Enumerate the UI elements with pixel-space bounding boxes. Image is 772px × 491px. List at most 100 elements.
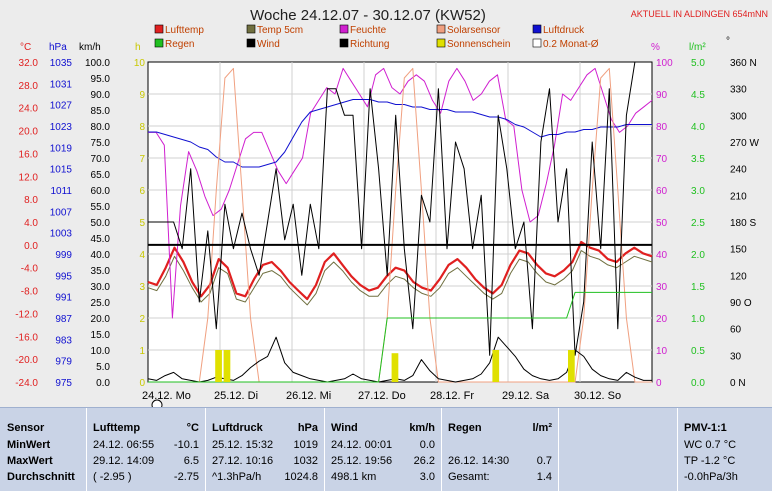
direction-tick-label: 30 — [730, 351, 742, 362]
legend: Lufttemp Temp 5cm Feuchte Solarsensor Luftdr… — [154, 24, 599, 50]
temp-tick-label: -16.0 — [15, 332, 38, 343]
series-layer — [147, 61, 653, 383]
luftdruck-line — [148, 99, 652, 168]
wind-avg-value: 3.0 — [419, 471, 435, 483]
luftdruck-trend: ^1.3hPa/h — [212, 471, 262, 483]
pressure-tick-label: 999 — [55, 250, 72, 261]
rain-tick-label: 0.0 — [691, 378, 705, 389]
unit-temp: °C — [20, 42, 31, 53]
pmv-dewpoint: TP -1.2 °C — [684, 455, 736, 467]
direction-tick-label: 120 — [730, 271, 747, 282]
legend-label: Lufttemp — [165, 25, 204, 36]
sun-tick-label: 4 — [139, 250, 145, 261]
temp-tick-label: -8.0 — [21, 287, 39, 298]
wind-tick-label: 55.0 — [91, 202, 111, 213]
sun-tick-label: 9 — [139, 90, 145, 101]
lufttemp-max-time: 29.12. 14:09 — [93, 455, 155, 467]
header-sensor: Sensor — [7, 422, 45, 434]
header-luftdruck: Luftdruck — [212, 422, 263, 434]
unit-regen: l/m² — [532, 422, 552, 434]
lufttemp-min-time: 24.12. 06:55 — [93, 439, 155, 451]
x-axis-labels: 24.12. Mo 25.12. Di 26.12. Mi 27.12. Do 28.1… — [142, 390, 621, 402]
row-label-max: MaxWert — [7, 455, 53, 467]
header-pmv: PMV-1:1 — [684, 422, 727, 434]
humidity-tick-label: 10 — [656, 346, 668, 357]
pressure-tick-label: 1003 — [50, 229, 73, 240]
sun-tick-label: 10 — [134, 58, 146, 69]
wind-min-value: 0.0 — [419, 439, 435, 451]
station-note: AKTUELL IN ALDINGEN 654mNN — [631, 9, 768, 19]
temp-tick-label: 24.0 — [19, 104, 39, 115]
luftdruck-min-time: 25.12. 15:32 — [212, 439, 274, 451]
sun-tick-label: 5 — [139, 218, 145, 229]
direction-tick-label: 240 — [730, 165, 747, 176]
col-wind: Wind km/h 24.12. 00:01 0.0 25.12. 19:56 … — [325, 408, 442, 491]
wind-tick-label: 90.0 — [91, 90, 111, 101]
rain-tick-label: 5.0 — [691, 58, 705, 69]
pressure-tick-label: 1035 — [50, 58, 73, 69]
direction-tick-label: 300 — [730, 111, 747, 122]
legend-label: 0.2 Monat-Ø — [543, 39, 599, 50]
pmv-pressure-trend: -0.0hPa/3h — [684, 471, 738, 483]
pressure-tick-label: 1027 — [50, 101, 73, 112]
header-regen: Regen — [448, 422, 482, 434]
wind-max-value: 26.2 — [413, 455, 435, 467]
x-tick-label: 29.12. Sa — [502, 390, 550, 402]
axes: 32.028.024.020.016.012.08.04.00.0-4.0-8.… — [15, 58, 759, 389]
legend-swatch — [436, 24, 446, 34]
direction-tick-label: 210 — [730, 191, 747, 202]
humidity-tick-label: 20 — [656, 314, 668, 325]
humidity-tick-label: 60 — [656, 186, 668, 197]
regen-max-value: 0.7 — [536, 455, 552, 467]
wind-tick-label: 25.0 — [91, 298, 111, 309]
humidity-tick-label: 40 — [656, 250, 668, 261]
lufttemp-avg-value: -2.75 — [173, 471, 199, 483]
wind-tick-label: 65.0 — [91, 170, 111, 181]
rain-tick-label: 4.0 — [691, 122, 705, 133]
direction-tick-label: 60 — [730, 325, 742, 336]
wind-tick-label: 20.0 — [91, 314, 111, 325]
pressure-tick-label: 983 — [55, 335, 72, 346]
sun-tick-label: 0 — [139, 378, 145, 389]
row-label-avg: Durchschnitt — [7, 471, 75, 483]
unit-sun: h — [135, 42, 141, 53]
temp-tick-label: -24.0 — [15, 378, 38, 389]
wind-min-time: 24.12. 00:01 — [331, 439, 393, 451]
humidity-tick-label: 70 — [656, 154, 668, 165]
legend-label: Richtung — [350, 39, 389, 50]
pressure-tick-label: 1019 — [50, 143, 73, 154]
col-regen: Regen l/m² 26.12. 14:30 0.7 Gesamt: 1.4 — [442, 408, 559, 491]
sun-tick-label: 2 — [139, 314, 145, 325]
chart-title: Woche 24.12.07 - 30.12.07 (KW52) — [250, 7, 486, 24]
pressure-tick-label: 987 — [55, 314, 72, 325]
legend-swatch — [532, 24, 542, 34]
legend-label: Wind — [257, 39, 280, 50]
col-sensor: Sensor MinWert MaxWert Durchschnitt — [0, 408, 87, 491]
pressure-tick-label: 1031 — [50, 79, 73, 90]
grid — [148, 62, 652, 382]
sun-tick-label: 1 — [139, 346, 145, 357]
wind-max-time: 25.12. 19:56 — [331, 455, 393, 467]
humidity-tick-label: 90 — [656, 90, 668, 101]
temp-tick-label: 20.0 — [19, 127, 39, 138]
pressure-tick-label: 1023 — [50, 122, 73, 133]
rain-tick-label: 3.0 — [691, 186, 705, 197]
wind-tick-label: 95.0 — [91, 74, 111, 85]
legend-label: Sonnenschein — [447, 39, 510, 50]
humidity-tick-label: 100 — [656, 58, 673, 69]
legend-swatch — [339, 38, 349, 48]
wind-tick-label: 40.0 — [91, 250, 111, 261]
temp-tick-label: 8.0 — [24, 195, 38, 206]
temp-tick-label: -12.0 — [15, 309, 38, 320]
legend-swatch — [154, 24, 164, 34]
legend-label: Temp 5cm — [257, 25, 303, 36]
direction-tick-label: 270 W — [730, 138, 759, 149]
col-luftdruck: Luftdruck hPa 25.12. 15:32 1019 27.12. 1… — [206, 408, 325, 491]
sun-tick-label: 8 — [139, 122, 145, 133]
direction-tick-label: 0 N — [730, 378, 746, 389]
wind-tick-label: 85.0 — [91, 106, 111, 117]
luftdruck-max-value: 1032 — [293, 455, 318, 467]
legend-label: Regen — [165, 39, 194, 50]
rain-tick-label: 2.0 — [691, 250, 705, 261]
unit-wind-table: km/h — [409, 422, 435, 434]
